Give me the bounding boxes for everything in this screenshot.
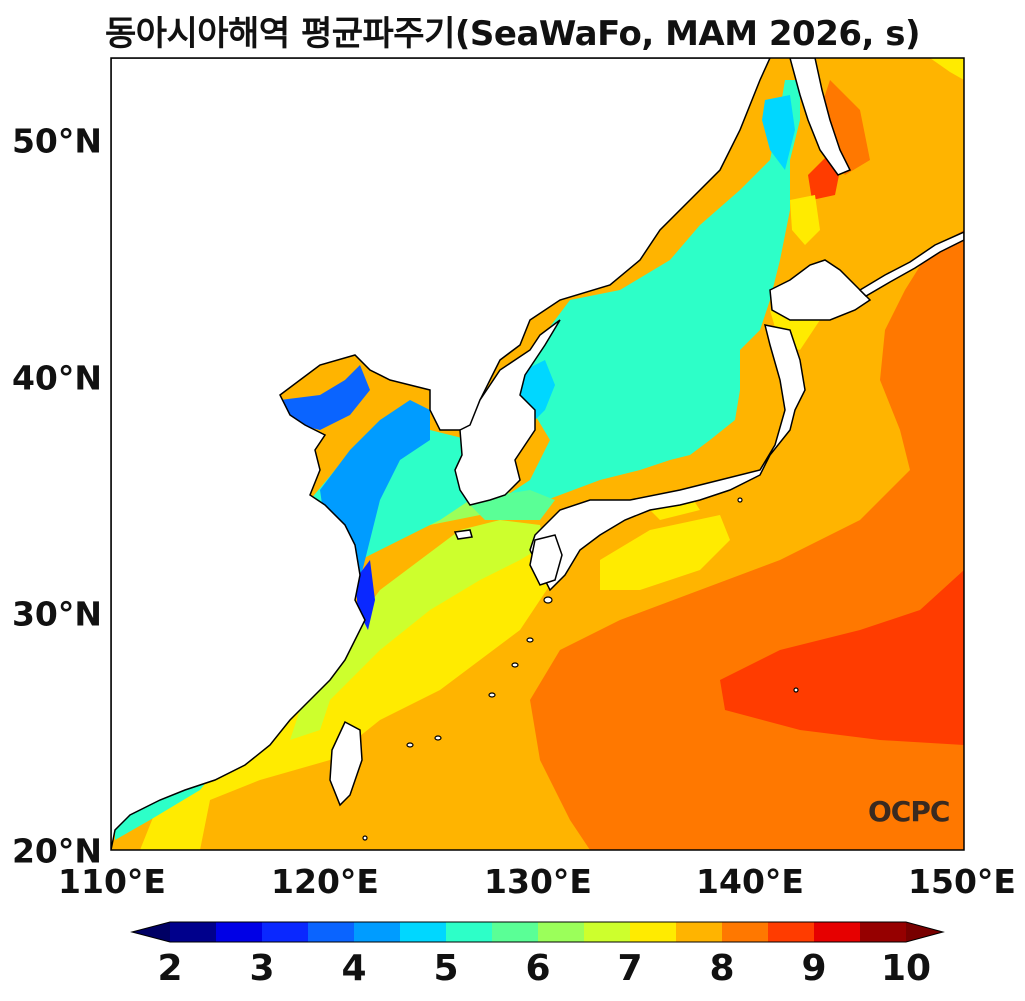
land-kamchatka-kuril bbox=[858, 231, 964, 297]
colorbar-segment bbox=[308, 922, 355, 942]
colorbar-segment bbox=[860, 922, 907, 942]
land-jeju bbox=[453, 529, 473, 540]
lon-label-140: 140°E bbox=[696, 862, 804, 901]
lat-label-40: 40°N bbox=[11, 358, 102, 398]
land-china bbox=[111, 58, 771, 850]
colorbar-label-3: 3 bbox=[249, 948, 275, 989]
colorbar-segment bbox=[492, 922, 539, 942]
land-japan-honshu bbox=[529, 324, 806, 592]
colorbar-segment bbox=[722, 922, 769, 942]
contour-65s bbox=[290, 520, 545, 740]
contour-7s-japan bbox=[600, 515, 730, 590]
lat-label-20: 20°N bbox=[11, 831, 102, 871]
contour-top-right bbox=[930, 58, 964, 80]
colorbar-label-9: 9 bbox=[801, 948, 827, 989]
colorbar-segment bbox=[262, 922, 309, 942]
colorbar-label-10: 10 bbox=[880, 948, 932, 989]
land-korea bbox=[454, 319, 561, 506]
colorbar-under-arrow bbox=[132, 922, 170, 942]
contour-4s-bohai bbox=[280, 365, 370, 430]
land-sakhalin bbox=[789, 58, 852, 176]
colorbar-over-arrow bbox=[906, 922, 943, 942]
lat-label-50: 50°N bbox=[11, 121, 102, 161]
colorbar-label-2: 2 bbox=[157, 948, 183, 989]
colorbar-segment bbox=[814, 922, 861, 942]
wave-period-field bbox=[111, 58, 964, 850]
colorbar-segment bbox=[676, 922, 723, 942]
lon-label-120: 120°E bbox=[271, 862, 379, 901]
ryukyu-islands bbox=[362, 497, 799, 841]
lon-label-110: 110°E bbox=[58, 862, 166, 901]
colorbar-label-8: 8 bbox=[709, 948, 735, 989]
colorbar-outline bbox=[130, 921, 945, 943]
colorbar-label-6: 6 bbox=[525, 948, 551, 989]
land-taiwan bbox=[329, 720, 363, 807]
colorbar-segment bbox=[584, 922, 631, 942]
map-frame bbox=[110, 57, 965, 851]
contour-55s-yellowsea bbox=[115, 430, 470, 840]
colorbar-segment bbox=[170, 922, 217, 942]
land-kyushu bbox=[529, 534, 563, 586]
colorbar-segment bbox=[216, 922, 263, 942]
contour-55s-eastsea bbox=[485, 80, 800, 510]
map-title: 동아시아해역 평균파주기(SeaWaFo, MAM 2026, s) bbox=[104, 14, 921, 54]
contour-7s-south bbox=[140, 530, 560, 850]
lon-label-130: 130°E bbox=[484, 862, 592, 901]
contour-9s bbox=[720, 570, 964, 745]
contour-9s-north bbox=[808, 158, 840, 200]
colorbar-segment bbox=[400, 922, 447, 942]
colorbar-segment bbox=[538, 922, 585, 942]
land-hokkaido bbox=[769, 259, 872, 321]
colorbar-segment bbox=[354, 922, 401, 942]
lat-label-30: 30°N bbox=[11, 594, 102, 634]
colorbar bbox=[130, 921, 945, 943]
colorbar-segment bbox=[446, 922, 493, 942]
ocpc-logo: OCPC bbox=[868, 795, 950, 828]
contour-7s-tsugaru bbox=[790, 195, 820, 245]
colorbar-segment bbox=[768, 922, 815, 942]
colorbar-label-7: 7 bbox=[617, 948, 643, 989]
lon-label-150: 150°E bbox=[908, 862, 1016, 901]
contour-5s-north bbox=[762, 95, 795, 170]
colorbar-label-5: 5 bbox=[433, 948, 459, 989]
colorbar-label-4: 4 bbox=[341, 948, 367, 989]
colorbar-segment bbox=[630, 922, 677, 942]
contour-6s-strait bbox=[470, 490, 555, 520]
